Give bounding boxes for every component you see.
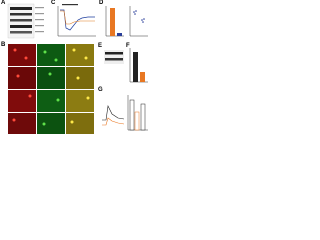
panel-label: B xyxy=(1,42,6,48)
image-grid xyxy=(8,44,94,134)
western-blot xyxy=(7,3,44,39)
panel-label: E xyxy=(98,43,102,49)
bar-chart xyxy=(105,6,148,37)
page: A B C D E F G (() => { const data = JSON… xyxy=(0,0,150,135)
traces-and-bars xyxy=(102,95,148,131)
panel-label: C xyxy=(51,0,56,6)
panel-label: A xyxy=(1,0,6,6)
panel-label: F xyxy=(126,43,130,49)
figure: A B C D E F G xyxy=(1,0,148,134)
blot-and-bars xyxy=(104,48,148,83)
panel-label: D xyxy=(99,0,104,6)
trace-plot xyxy=(57,4,96,37)
panel-label: G xyxy=(98,87,103,93)
